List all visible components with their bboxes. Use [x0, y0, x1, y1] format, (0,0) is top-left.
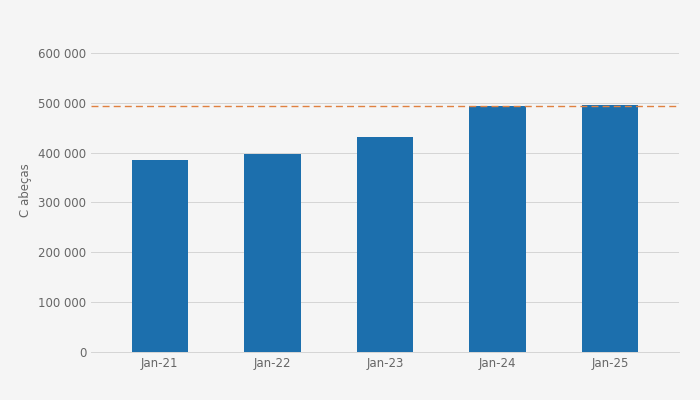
Y-axis label: C abeças: C abeças	[20, 163, 32, 217]
Bar	[582, 105, 638, 352]
Bar	[470, 106, 526, 352]
Bar	[244, 154, 300, 352]
Bar	[132, 160, 188, 352]
Bar	[357, 137, 413, 352]
